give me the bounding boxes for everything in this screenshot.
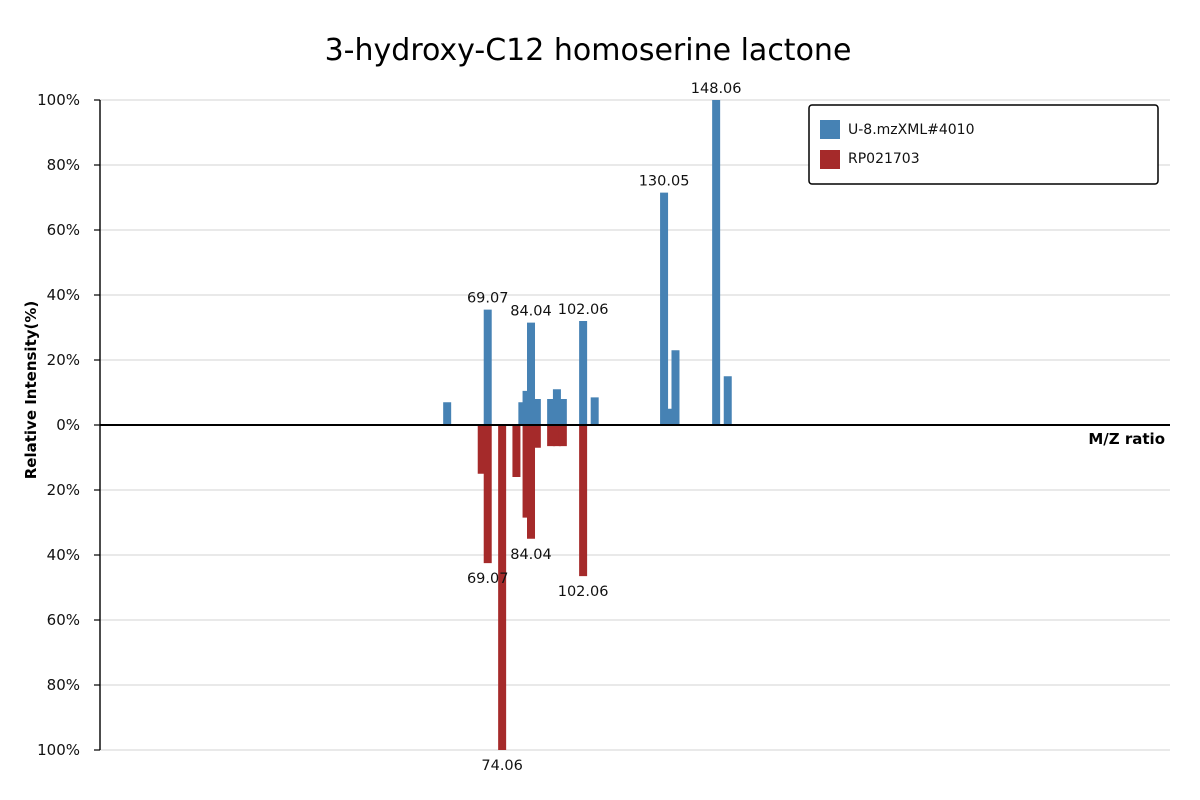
peak-bar-sample: [552, 389, 561, 425]
peak-bar-sample: [590, 397, 599, 425]
peak-bar-reference: [552, 425, 561, 447]
y-axis-title: Relative Intensity(%): [22, 301, 40, 480]
grid-layer: [94, 99, 1170, 751]
y-tick-label: 0%: [56, 416, 80, 434]
peak-bar-reference: [547, 425, 556, 447]
peak-bar-sample: [660, 192, 669, 425]
peak-label-reference: 74.06: [481, 758, 523, 774]
peak-label-sample: 102.06: [558, 302, 609, 318]
legend-label-series-1: U-8.mzXML#4010: [848, 122, 974, 138]
y-tick-label: 100%: [37, 741, 80, 759]
peak-bar-sample: [518, 402, 527, 425]
peak-bar-reference: [483, 425, 492, 564]
peak-bar-reference: [498, 425, 507, 750]
peak-bar-sample: [671, 350, 680, 425]
peak-label-sample: 69.07: [467, 291, 509, 307]
y-tick-label: 60%: [47, 221, 80, 239]
bars-layer: [443, 100, 732, 750]
peak-bar-reference: [527, 425, 536, 539]
axes-layer: [99, 100, 1170, 750]
peak-bar-sample: [522, 390, 531, 425]
peak-bar-sample: [558, 399, 567, 425]
peak-bar-sample: [665, 408, 674, 425]
legend-box: [808, 104, 1159, 185]
peak-label-reference: 102.06: [558, 584, 609, 600]
peak-bar-reference: [579, 425, 588, 577]
peak-label-sample: 84.04: [510, 304, 552, 320]
peak-bar-reference: [532, 425, 541, 448]
peak-bar-sample: [579, 321, 588, 425]
y-tick-label: 100%: [37, 91, 80, 109]
legend-label-series-2: RP021703: [848, 151, 920, 167]
peak-label-sample: 130.05: [639, 174, 690, 190]
peak-bar-reference: [522, 425, 531, 518]
peak-bar-sample: [712, 100, 721, 425]
x-axis-title: M/Z ratio: [1088, 430, 1165, 448]
peak-bar-reference: [512, 425, 521, 477]
peak-bar-sample: [547, 399, 556, 425]
y-tick-label: 20%: [47, 481, 80, 499]
peak-label-reference: 69.07: [467, 571, 509, 587]
legend-swatch-series-2: [820, 150, 840, 169]
peak-bar-reference: [558, 425, 567, 447]
y-tick-label: 80%: [47, 156, 80, 174]
y-tick-label: 40%: [47, 546, 80, 564]
y-tick-labels: 100% 80% 60% 40% 20% 0% 20% 40% 60% 80% 100%: [37, 91, 80, 759]
peak-bar-sample: [723, 376, 732, 425]
peak-bar-sample: [532, 399, 541, 425]
y-tick-label: 60%: [47, 611, 80, 629]
legend: U-8.mzXML#4010 RP021703: [808, 104, 1159, 185]
legend-swatch-series-1: [820, 120, 840, 139]
y-tick-label: 20%: [47, 351, 80, 369]
peak-label-reference: 84.04: [510, 547, 552, 563]
peak-bar-sample: [527, 322, 536, 425]
peak-bar-sample: [443, 402, 452, 425]
y-tick-label: 80%: [47, 676, 80, 694]
peak-bar-sample: [483, 309, 492, 425]
chart-title: 3-hydroxy-C12 homoserine lactone: [325, 33, 852, 68]
peak-bar-reference: [477, 425, 486, 474]
peak-label-sample: 148.06: [691, 81, 742, 97]
y-tick-label: 40%: [47, 286, 80, 304]
